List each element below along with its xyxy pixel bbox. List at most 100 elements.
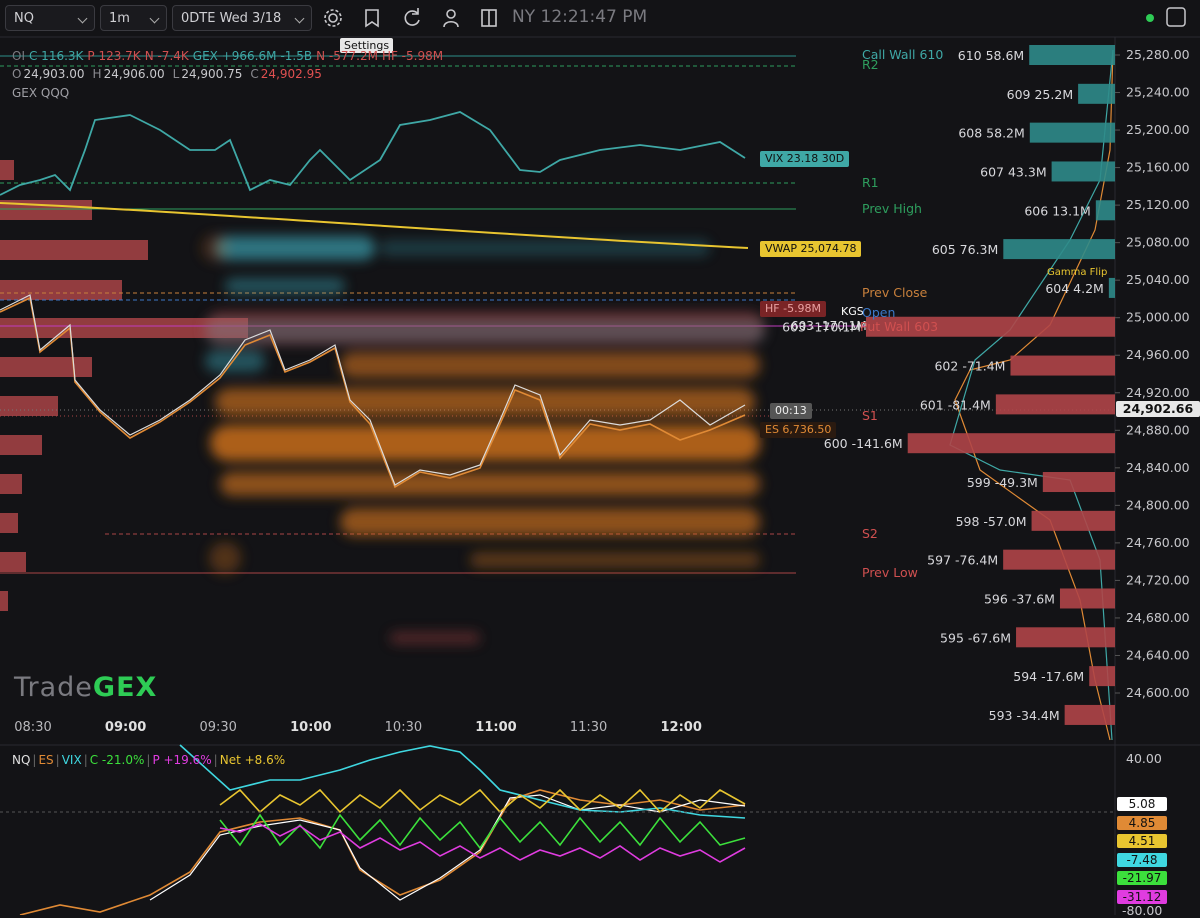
- strike-tag: 603 -170.1M: [791, 319, 867, 333]
- gex-bar: [1108, 277, 1115, 298]
- countdown-tag: 00:13: [770, 403, 812, 419]
- info-item: P 123.7K: [87, 49, 141, 63]
- gex-bar: [1059, 588, 1115, 609]
- lower-tag: -21.97: [1117, 871, 1167, 885]
- time-label: 11:30: [569, 720, 608, 735]
- ohlc-line: O 24,903.00 H 24,906.00 L 24,900.75 C 24,902.95: [12, 67, 330, 81]
- level-label: KGS: [841, 305, 864, 318]
- strike-number: 604: [1045, 281, 1069, 296]
- gex-bar: [1029, 122, 1115, 143]
- gex-bar: [1029, 45, 1115, 65]
- time-label: 11:00: [475, 720, 517, 735]
- gex-bar: [1031, 510, 1115, 531]
- time-label: 12:00: [660, 720, 702, 735]
- ohlc-key: O: [12, 67, 22, 81]
- expiry-select[interactable]: 0DTE Wed 3/18: [172, 5, 312, 31]
- level-label: R1: [862, 175, 879, 190]
- strike-label: 598 -57.0M: [956, 514, 1027, 529]
- price-tick-label: 25,120.00: [1126, 197, 1190, 212]
- price-tick-label: 25,000.00: [1126, 310, 1190, 325]
- strike-label: 605 76.3M: [932, 242, 998, 257]
- clock: NY 12:21:47 PM: [512, 7, 648, 27]
- time-label: 09:30: [199, 720, 237, 735]
- price-tick-label: 24,960.00: [1126, 347, 1190, 362]
- strike-number: 605: [932, 242, 956, 257]
- strike-label: 609 25.2M: [1007, 87, 1073, 102]
- time-label: 09:00: [104, 720, 147, 735]
- vix-line: [0, 111, 746, 196]
- strike-number: 599: [967, 475, 991, 490]
- lower-axis-label: -80.00: [1122, 903, 1163, 918]
- info-item: GEX +966.6M: [192, 49, 277, 63]
- strike-number: 597: [927, 553, 951, 568]
- ohlc-key: C: [250, 67, 259, 81]
- level-label: Put Wall 603: [860, 319, 939, 334]
- strike-number: 600: [824, 436, 848, 451]
- price-tick-label: 25,080.00: [1126, 235, 1190, 250]
- strike-number: 603: [782, 320, 806, 335]
- strike-gex: -57.0M: [983, 514, 1026, 529]
- status-dot: [1146, 14, 1154, 22]
- price-tick-label: 25,040.00: [1126, 272, 1190, 287]
- strike-gex: -37.6M: [1012, 591, 1055, 606]
- price-tick-label: 25,200.00: [1126, 122, 1190, 137]
- level-label: S1: [862, 408, 878, 423]
- ohlc-value: 24,902.95: [260, 67, 322, 81]
- info-line: OI C 116.3K P 123.7K N -7.4K GEX +966.6M -1.5…: [12, 49, 447, 63]
- price-tick-label: 25,240.00: [1126, 85, 1190, 100]
- gex-bar: [1051, 161, 1115, 182]
- gex-bubbles: [201, 234, 765, 644]
- strike-label: 602 -71.4M: [934, 359, 1005, 374]
- es-tag: ES 6,736.50: [760, 422, 837, 438]
- strike-label: 594 -17.6M: [1013, 669, 1084, 684]
- gex-bar: [1042, 472, 1115, 493]
- strike-label: 600 -141.6M: [824, 436, 903, 451]
- strike-label: 603 -170.1M: [782, 320, 861, 335]
- price-tick-label: 24,800.00: [1126, 497, 1190, 512]
- level-label: Prev High: [862, 201, 922, 216]
- watermark-b: GEX: [92, 672, 158, 703]
- exit-icon[interactable]: [1166, 7, 1186, 27]
- gex-bar: [1078, 83, 1115, 104]
- strike-number: 596: [984, 591, 1008, 606]
- gex-bar: [1010, 355, 1115, 376]
- volume-profile: [0, 160, 248, 611]
- strike-gex: -49.3M: [995, 475, 1038, 490]
- strike-label: 604 4.2M: [1045, 281, 1104, 296]
- gex-bar: [1095, 200, 1115, 221]
- symbol-select[interactable]: NQ: [5, 5, 95, 31]
- strike-gex: 58.6M: [986, 48, 1025, 63]
- strike-label: 601 -81.4M: [920, 397, 991, 412]
- lower-tag: -7.48: [1117, 852, 1167, 867]
- time-label: 10:00: [290, 720, 332, 735]
- es-line: [0, 296, 746, 489]
- time-label: 08:30: [14, 720, 52, 735]
- legend-item: P +19.6%: [152, 753, 212, 767]
- watermark: TradeGEX: [14, 672, 157, 703]
- info-item: HF -5.98M: [381, 49, 444, 63]
- info-item: C 116.3K: [28, 49, 84, 63]
- vix-tag: VIX 23.18 30D: [760, 151, 850, 167]
- strike-gex: 76.3M: [960, 242, 999, 257]
- level-label: R2: [862, 57, 879, 72]
- strike-gex: -81.4M: [948, 397, 991, 412]
- level-label: Prev Close: [862, 285, 928, 300]
- gex-bar: [866, 316, 1115, 337]
- price-tick-label: 24,600.00: [1126, 685, 1190, 700]
- strike-number: 609: [1007, 87, 1031, 102]
- strike-gex: -170.1M: [810, 320, 861, 335]
- info-item: OI: [12, 49, 25, 63]
- strike-gex: -34.4M: [1017, 708, 1060, 723]
- strike-number: 595: [940, 630, 964, 645]
- legend-item: VIX: [61, 753, 82, 767]
- strike-number: 610: [958, 48, 982, 63]
- level-label: Call Wall 610: [862, 47, 944, 62]
- strike-gex: -17.6M: [1041, 669, 1084, 684]
- strike-gex: -141.6M: [852, 436, 903, 451]
- gex-bar: [1003, 549, 1115, 570]
- strike-label: 593 -34.4M: [989, 708, 1060, 723]
- vwap-tag: VWAP 25,074.78: [760, 241, 862, 257]
- gex-bar: [995, 394, 1115, 415]
- interval-select[interactable]: 1m: [100, 5, 167, 31]
- price-tick-label: 24,920.00: [1126, 385, 1190, 400]
